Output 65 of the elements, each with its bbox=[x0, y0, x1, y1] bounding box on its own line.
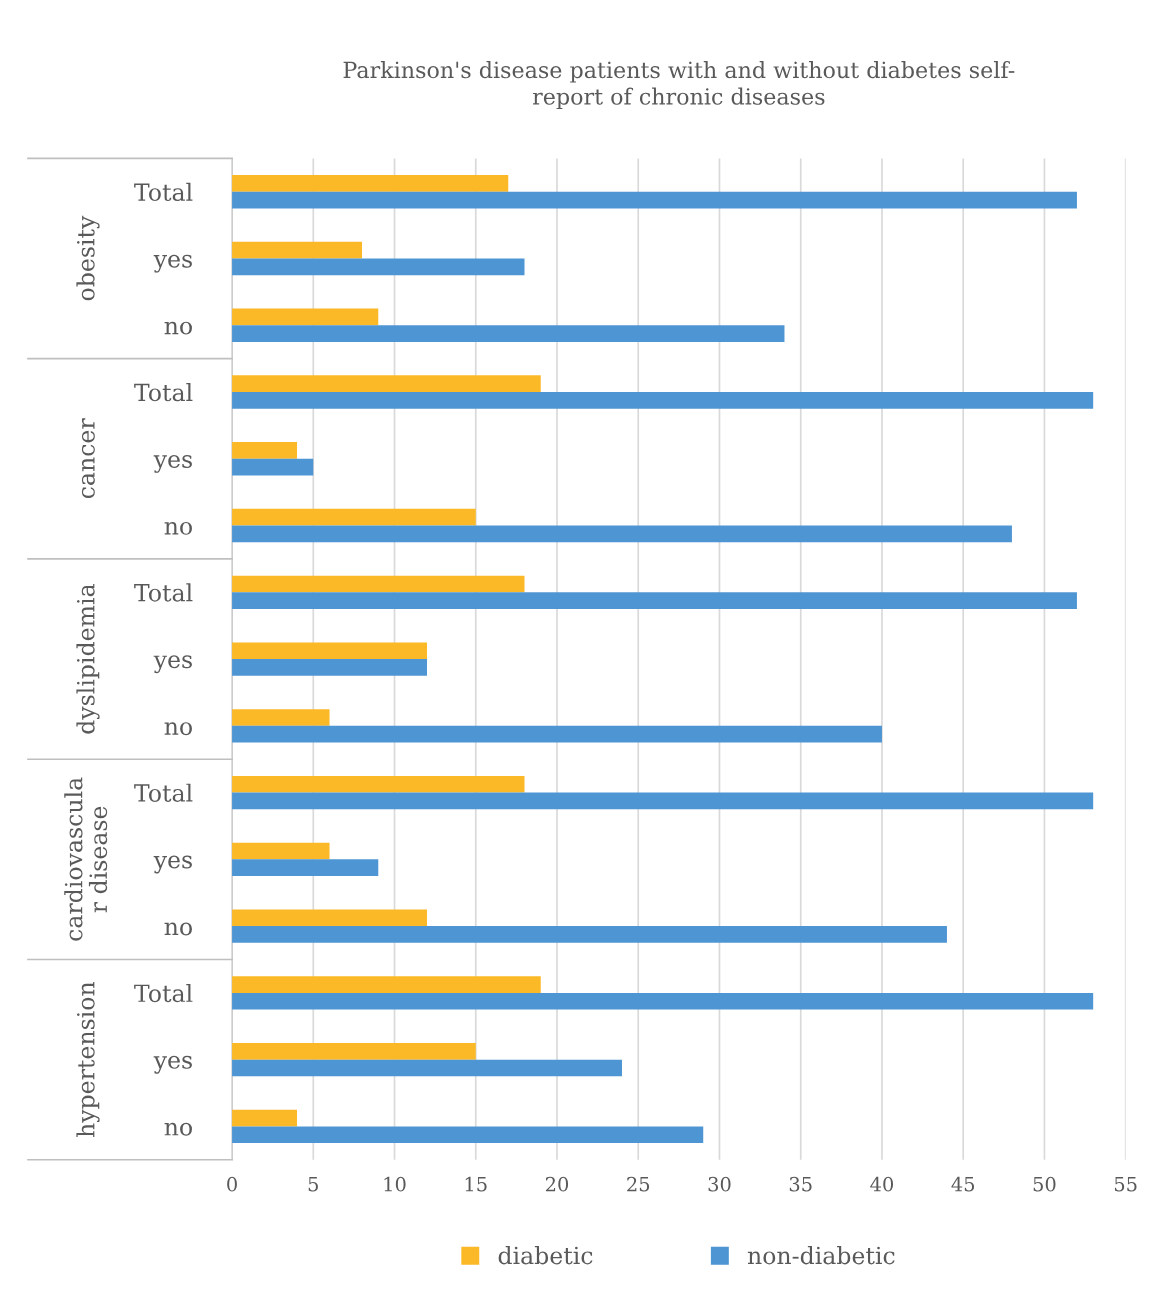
bar bbox=[232, 1059, 622, 1077]
legend-label: non-diabetic bbox=[747, 1246, 895, 1265]
bar bbox=[232, 725, 882, 743]
y-tick-label: Total bbox=[134, 182, 193, 202]
bar bbox=[232, 1109, 298, 1127]
x-tick-label: 25 bbox=[627, 1176, 650, 1192]
x-tick-label: 0 bbox=[227, 1176, 237, 1192]
y-tick-label: no bbox=[164, 722, 192, 736]
chart-title: Parkinson's disease patients with and without diabetes self- report of chronic diseases bbox=[343, 61, 1015, 110]
bar bbox=[232, 1126, 704, 1144]
bar bbox=[232, 592, 1077, 610]
bar bbox=[232, 458, 314, 476]
y-tick-label: no bbox=[164, 321, 192, 335]
bar bbox=[232, 575, 525, 593]
bar bbox=[232, 525, 1012, 543]
y-tick-label: Total bbox=[134, 383, 193, 402]
x-tick-label: 20 bbox=[545, 1176, 569, 1192]
bar bbox=[232, 659, 428, 676]
x-tick-label: 30 bbox=[708, 1176, 731, 1192]
bar bbox=[232, 375, 541, 393]
bar bbox=[232, 191, 1077, 209]
bar bbox=[232, 642, 428, 660]
text: obesity bbox=[76, 215, 100, 301]
y-tick-label: yes bbox=[153, 655, 192, 674]
x-tick-label: 15 bbox=[465, 1176, 487, 1192]
bar bbox=[232, 325, 785, 342]
y-tick-label: no bbox=[164, 922, 192, 936]
y-tick-label: Total bbox=[134, 583, 193, 602]
y-tick-label: yes bbox=[153, 254, 192, 273]
y-tick-label: Total bbox=[134, 783, 193, 802]
y-tick-label: yes bbox=[153, 455, 192, 473]
bar bbox=[232, 842, 330, 860]
bar bbox=[232, 508, 476, 526]
bar bbox=[232, 442, 298, 459]
x-tick-label: 5 bbox=[308, 1177, 318, 1192]
y-tick-label: yes bbox=[153, 855, 192, 874]
bar bbox=[232, 792, 1094, 810]
bar bbox=[232, 709, 330, 726]
y-tick-label: no bbox=[164, 1122, 192, 1136]
bar bbox=[232, 909, 428, 927]
bar bbox=[232, 392, 1094, 409]
bar bbox=[232, 859, 379, 877]
text: dyslipidemia bbox=[76, 584, 100, 734]
bar bbox=[232, 926, 947, 943]
x-tick-label: 35 bbox=[789, 1176, 812, 1192]
bar bbox=[232, 775, 525, 793]
x-tick-label: 50 bbox=[1033, 1176, 1056, 1192]
x-tick-label: 10 bbox=[384, 1176, 406, 1192]
bar bbox=[232, 258, 525, 276]
text: cardiovascula r disease bbox=[64, 777, 108, 941]
bar bbox=[232, 976, 541, 993]
text: cancer bbox=[81, 418, 95, 499]
bar bbox=[232, 1042, 476, 1060]
x-tick-label: 40 bbox=[870, 1176, 894, 1192]
bar bbox=[232, 241, 363, 259]
bar bbox=[232, 308, 379, 326]
text: hypertension bbox=[76, 981, 100, 1138]
x-tick-label: 45 bbox=[951, 1176, 975, 1192]
y-tick-label: yes bbox=[153, 1055, 192, 1074]
bar bbox=[232, 992, 1094, 1010]
legend-label: diabetic bbox=[498, 1246, 593, 1265]
y-tick-label: Total bbox=[134, 983, 193, 1003]
y-tick-label: no bbox=[164, 521, 192, 535]
bar bbox=[232, 175, 509, 192]
x-tick-label: 55 bbox=[1114, 1177, 1137, 1192]
